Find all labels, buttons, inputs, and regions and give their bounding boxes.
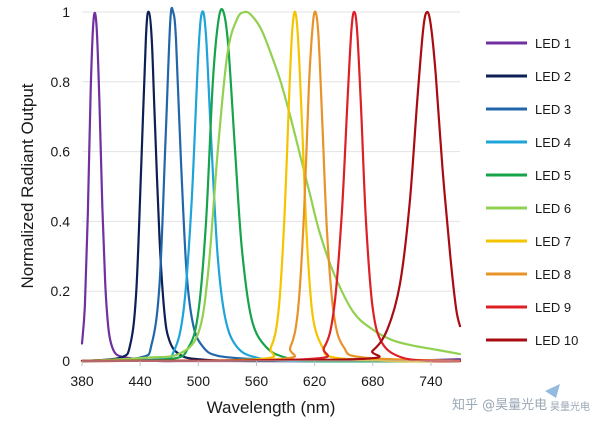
y-tick-label: 0.4 <box>51 213 71 229</box>
x-axis-title: Wavelength (nm) <box>207 398 336 417</box>
series-line-led-4 <box>80 10 462 363</box>
axes <box>81 360 460 366</box>
x-tick-label: 680 <box>361 373 385 389</box>
legend-label: LED 5 <box>535 168 571 183</box>
plot-area <box>80 6 462 363</box>
y-tick-label: 0.2 <box>51 283 71 299</box>
legend-label: LED 10 <box>535 333 578 348</box>
series-line-led-1 <box>80 11 462 363</box>
watermark: 知乎 @昊量光电 昊量光电 <box>452 384 590 413</box>
x-tick-label: 620 <box>303 373 327 389</box>
y-axis-title: Normalized Radiant Output <box>18 83 37 288</box>
y-tick-label: 0 <box>62 353 70 369</box>
x-tick-label: 380 <box>70 373 94 389</box>
series-line-led-3 <box>80 6 462 363</box>
series-line-led-6 <box>80 10 462 363</box>
legend-item-led-6: LED 6 <box>486 201 571 216</box>
legend-label: LED 6 <box>535 201 571 216</box>
legend-item-led-4: LED 4 <box>486 135 571 150</box>
tick-labels: 0 0.2 0.4 0.6 0.8 1 380 440 500 560 620 680 740 <box>51 4 443 389</box>
legend-item-led-2: LED 2 <box>486 69 571 84</box>
watermark-logo-text: 昊量光电 <box>550 400 590 413</box>
x-tick-label: 500 <box>187 373 211 389</box>
y-tick-label: 1 <box>62 4 70 20</box>
watermark-text: 知乎 @昊量光电 <box>452 397 547 413</box>
series-line-led-10 <box>80 10 462 363</box>
x-tick-label: 560 <box>245 373 269 389</box>
series-line-led-2 <box>80 10 462 363</box>
legend-item-led-5: LED 5 <box>486 168 571 183</box>
legend-label: LED 8 <box>535 267 571 282</box>
legend-item-led-8: LED 8 <box>486 267 571 282</box>
legend-label: LED 3 <box>535 102 571 117</box>
legend-label: LED 9 <box>535 300 571 315</box>
legend-item-led-7: LED 7 <box>486 234 571 249</box>
watermark-logo: 昊量光电 <box>545 384 590 413</box>
legend-label: LED 7 <box>535 234 571 249</box>
x-tick-label: 440 <box>128 373 152 389</box>
legend-item-led-3: LED 3 <box>486 102 571 117</box>
legend-label: LED 2 <box>535 69 571 84</box>
legend: LED 1 LED 2 LED 3 LED 4 LED 5 LED 6 LED 7 LED 8… <box>486 36 578 348</box>
y-tick-label: 0.8 <box>51 74 71 90</box>
series-line-led-7 <box>80 10 462 363</box>
series-line-led-8 <box>80 10 462 363</box>
x-tick-label: 740 <box>419 373 443 389</box>
series-line-led-5 <box>80 7 462 363</box>
legend-item-led-9: LED 9 <box>486 300 571 315</box>
legend-item-led-10: LED 10 <box>486 333 578 348</box>
y-tick-label: 0.6 <box>51 144 71 160</box>
legend-label: LED 1 <box>535 36 571 51</box>
series-line-led-9 <box>80 10 462 363</box>
legend-item-led-1: LED 1 <box>486 36 571 51</box>
legend-label: LED 4 <box>535 135 571 150</box>
